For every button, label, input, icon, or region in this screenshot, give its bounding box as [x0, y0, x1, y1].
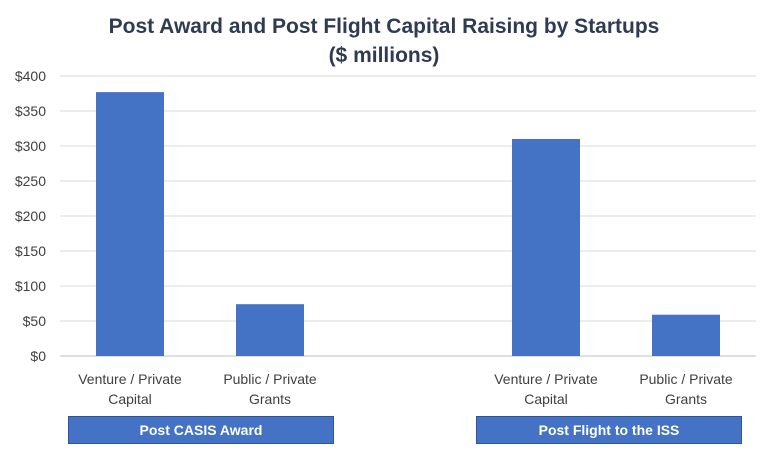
group-label-post-flight-iss: Post Flight to the ISS [476, 416, 742, 444]
x-category-label: Venture / Private [78, 371, 182, 387]
x-category-label: Venture / Private [494, 371, 598, 387]
bar [96, 92, 164, 356]
bar [652, 314, 720, 356]
y-tick-label: $50 [23, 313, 47, 329]
chart-subtitle: ($ millions) [328, 44, 440, 67]
bar [236, 304, 304, 356]
y-tick-label: $400 [15, 68, 46, 84]
chart-title: Post Award and Post Flight Capital Raisi… [108, 15, 660, 38]
x-category-label: Grants [665, 391, 707, 407]
group-label-post-casis-award: Post CASIS Award [68, 416, 334, 444]
y-tick-label: $350 [15, 103, 46, 119]
y-tick-label: $200 [15, 208, 46, 224]
x-category-label: Capital [524, 391, 568, 407]
x-category-label: Grants [249, 391, 291, 407]
y-tick-label: $250 [15, 173, 46, 189]
x-category-label: Public / Private [223, 371, 317, 387]
y-tick-label: $100 [15, 278, 46, 294]
y-tick-label: $150 [15, 243, 46, 259]
bar [512, 139, 580, 356]
y-tick-label: $300 [15, 138, 46, 154]
x-category-label: Capital [108, 391, 152, 407]
y-tick-label: $0 [30, 348, 46, 364]
x-category-label: Public / Private [639, 371, 733, 387]
